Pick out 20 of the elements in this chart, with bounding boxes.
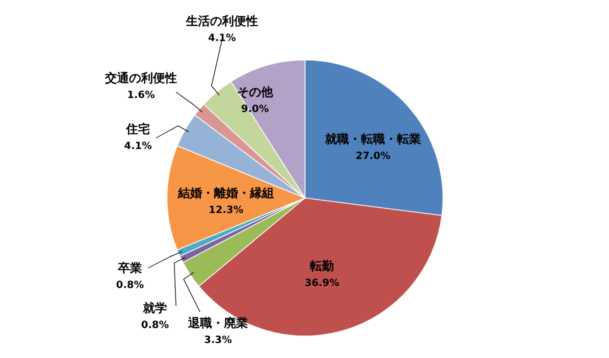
slice-label: 就学 <box>142 301 167 315</box>
slice-label: 卒業 <box>117 261 142 275</box>
data-label: 4.1% <box>208 33 236 44</box>
slice-label: 就職・転職・転業 <box>324 132 421 146</box>
slice-label: 結婚・離婚・縁組 <box>177 186 274 200</box>
data-label: 0.8% <box>116 280 144 291</box>
data-label: 1.6% <box>127 90 155 101</box>
slice-label: 交通の利便性 <box>104 71 177 85</box>
slice-label: 転勤 <box>310 259 334 273</box>
slice-label: 住宅 <box>125 122 150 136</box>
data-label: 27.0% <box>356 151 390 162</box>
data-label: 3.3% <box>204 335 232 346</box>
data-label: 9.0% <box>241 104 269 115</box>
slice-label: その他 <box>237 85 274 99</box>
data-label: 12.3% <box>208 205 244 216</box>
data-label: 36.9% <box>304 278 340 289</box>
data-label: 0.8% <box>141 320 169 331</box>
slice-label: 生活の利便性 <box>185 14 258 28</box>
slice-label: 退職・廃業 <box>187 316 248 330</box>
data-label: 4.1% <box>124 141 152 152</box>
